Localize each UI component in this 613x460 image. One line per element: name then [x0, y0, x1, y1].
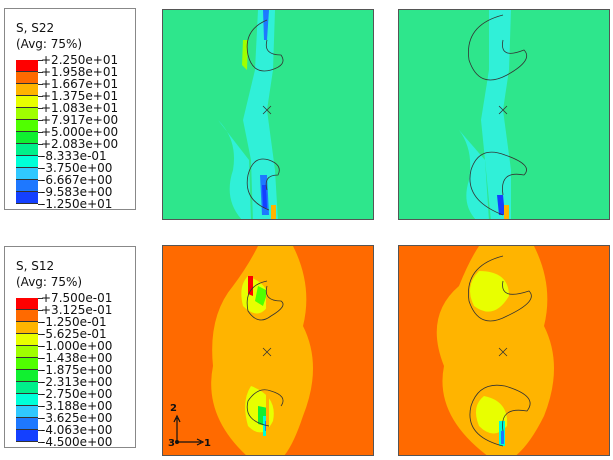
- legend-tick: [38, 108, 43, 109]
- color-band: [16, 298, 38, 310]
- legend-value: +1.667e+01: [41, 77, 119, 91]
- axis-2-label: 2: [170, 403, 177, 414]
- legend-tick: [38, 144, 43, 145]
- legend-value: +1.958e+01: [41, 65, 119, 79]
- contour-s12-left: [162, 245, 374, 456]
- color-band: [16, 180, 38, 192]
- legend-value: -9.583e+00: [41, 185, 113, 199]
- color-band: [16, 96, 38, 108]
- contour-s22-right: [398, 9, 610, 220]
- legend-tick: [38, 346, 43, 347]
- legend-tick: [38, 298, 43, 299]
- legend-value: +2.250e+01: [41, 53, 119, 67]
- legend-value: -1.875e+00: [41, 363, 113, 377]
- color-band: [16, 406, 38, 418]
- legend-tick: [38, 60, 43, 61]
- legend-tick: [38, 96, 43, 97]
- legend-tick: [38, 310, 43, 311]
- contour-s22-left: [162, 9, 374, 220]
- color-band: [16, 132, 38, 144]
- legend-value: +7.500e-01: [41, 291, 113, 305]
- color-band: [16, 418, 38, 430]
- color-band: [16, 346, 38, 358]
- legend-tick: [38, 120, 43, 121]
- legend-value: -1.000e+00: [41, 339, 113, 353]
- color-bar: [16, 298, 38, 442]
- color-band: [16, 394, 38, 406]
- legend-s12: S, S12 (Avg: 75%) +7.500e-01 +3.125e-01 -1…: [4, 246, 136, 448]
- legend-value: +1.375e+01: [41, 89, 119, 103]
- color-band: [16, 382, 38, 394]
- legend-tick: [38, 334, 43, 335]
- legend-title: S, S22: [16, 21, 55, 35]
- legend-value: -6.667e+00: [41, 173, 113, 187]
- legend-value: +5.000e+00: [41, 125, 119, 139]
- axis-1-label: 1: [204, 438, 211, 449]
- color-band: [16, 168, 38, 180]
- legend-value: -4.500e+00: [41, 435, 113, 449]
- legend-tick: [38, 322, 43, 323]
- legend-tick: [38, 358, 43, 359]
- legend-tick: [38, 406, 43, 407]
- color-band: [16, 156, 38, 168]
- legend-value: -1.438e+00: [41, 351, 113, 365]
- legend-value: -8.333e-01: [41, 149, 107, 163]
- legend-subtitle: (Avg: 75%): [16, 275, 83, 289]
- legend-tick: [38, 72, 43, 73]
- legend-value: -1.250e+01: [41, 197, 113, 211]
- color-band: [16, 370, 38, 382]
- legend-tick: [38, 180, 43, 181]
- color-band: [16, 120, 38, 132]
- legend-tick: [38, 168, 43, 169]
- legend-tick: [38, 156, 43, 157]
- legend-value: -3.625e+00: [41, 411, 113, 425]
- color-band: [16, 334, 38, 346]
- legend-tick: [38, 382, 43, 383]
- legend-value: +1.083e+01: [41, 101, 119, 115]
- legend-tick: [38, 370, 43, 371]
- legend-tick: [38, 204, 43, 205]
- axis-3-label: 3: [168, 438, 175, 449]
- legend-value: -1.250e-01: [41, 315, 107, 329]
- color-band: [16, 84, 38, 96]
- legend-subtitle: (Avg: 75%): [16, 37, 83, 51]
- color-band: [16, 144, 38, 156]
- legend-value: +2.083e+00: [41, 137, 119, 151]
- legend-value: -3.188e+00: [41, 399, 113, 413]
- legend-tick: [38, 418, 43, 419]
- legend-tick: [38, 192, 43, 193]
- legend-s22: S, S22 (Avg: 75%) +2.250e+01 +1.958e+01 +1…: [4, 8, 136, 210]
- color-band: [16, 108, 38, 120]
- color-band: [16, 60, 38, 72]
- color-band: [16, 310, 38, 322]
- legend-value: +7.917e+00: [41, 113, 119, 127]
- legend-tick: [38, 84, 43, 85]
- color-band: [16, 430, 38, 442]
- legend-value: -3.750e+00: [41, 161, 113, 175]
- legend-title: S, S12: [16, 259, 55, 273]
- legend-tick: [38, 394, 43, 395]
- legend-tick: [38, 442, 43, 443]
- legend-value: -4.063e+00: [41, 423, 113, 437]
- color-band: [16, 192, 38, 204]
- legend-tick: [38, 430, 43, 431]
- color-bar: [16, 60, 38, 204]
- legend-value: +3.125e-01: [41, 303, 113, 317]
- legend-value: -5.625e-01: [41, 327, 107, 341]
- legend-tick: [38, 132, 43, 133]
- contour-s12-right: [398, 245, 610, 456]
- legend-value: -2.313e+00: [41, 375, 113, 389]
- legend-value: -2.750e+00: [41, 387, 113, 401]
- color-band: [16, 72, 38, 84]
- color-band: [16, 322, 38, 334]
- color-band: [16, 358, 38, 370]
